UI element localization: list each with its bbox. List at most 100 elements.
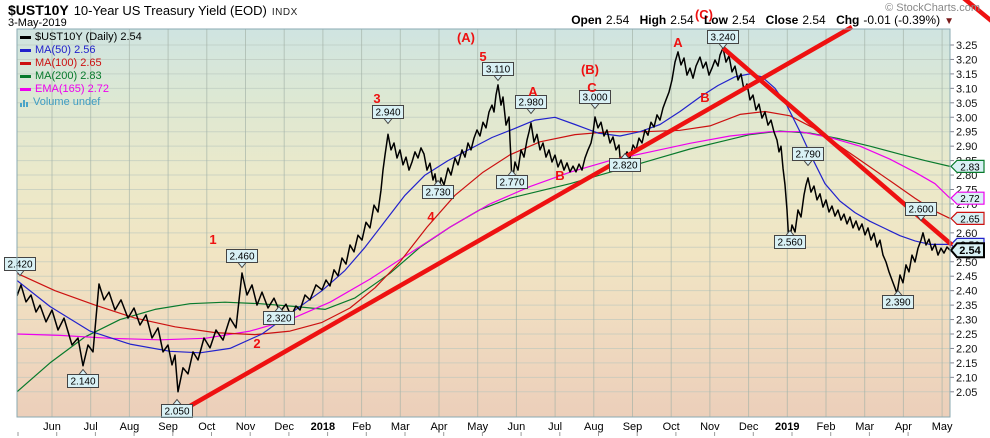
- legend-dash-icon: [20, 88, 31, 91]
- axis-marker-value: 2.65: [960, 214, 980, 225]
- y-tick-label: 2.10: [956, 372, 977, 384]
- page-title: 10-Year US Treasury Yield (EOD): [73, 3, 267, 18]
- series-line--ust10y-daily-: [17, 47, 950, 393]
- y-tick-label: 3.00: [956, 112, 977, 124]
- chart-header: $UST10Y 10-Year US Treasury Yield (EOD) IN…: [8, 2, 298, 20]
- y-tick-label: 2.50: [956, 257, 977, 269]
- svg-text:2.820: 2.820: [612, 161, 637, 172]
- y-tick-label: 2.40: [956, 286, 977, 298]
- open-value: 2.54: [605, 13, 630, 27]
- chevron-down-icon[interactable]: ▼: [944, 16, 954, 27]
- x-tick-label: 2018: [311, 421, 335, 433]
- x-tick-label: Aug: [120, 421, 140, 433]
- callout-2.050: 2.050: [161, 398, 193, 418]
- callout-2.460: 2.460: [226, 249, 258, 269]
- axis-marker-box: [950, 211, 985, 225]
- legend-dash-icon: [20, 36, 31, 39]
- svg-text:3.110: 3.110: [486, 65, 511, 76]
- svg-text:2.320: 2.320: [266, 314, 291, 325]
- svg-text:2.980: 2.980: [518, 98, 543, 109]
- svg-text:2.050: 2.050: [164, 407, 189, 418]
- axis-marker-value: 2.54: [959, 245, 981, 257]
- svg-text:2.140: 2.140: [70, 377, 95, 388]
- x-tick-label: Aug: [584, 421, 604, 433]
- callout-2.730: 2.730: [422, 179, 454, 199]
- y-tick-label: 2.30: [956, 315, 977, 327]
- x-tick-label: Jul: [84, 421, 98, 433]
- y-tick-label: 2.60: [956, 228, 977, 240]
- close-label: Close: [765, 13, 799, 27]
- wave-label-4: 4: [427, 209, 435, 224]
- plot-background: [17, 29, 950, 417]
- x-tick-label: Dec: [739, 421, 759, 433]
- wave-label-1: 1: [209, 232, 216, 247]
- low-label: Low: [703, 13, 728, 27]
- callout-2.770: 2.770: [496, 169, 528, 189]
- legend-dash-icon: [20, 75, 31, 78]
- svg-text:2.390: 2.390: [885, 298, 910, 309]
- axis-marker-box: [949, 242, 985, 259]
- callout-2.420: 2.420: [4, 257, 36, 277]
- svg-text:2.730: 2.730: [425, 188, 450, 199]
- legend-item-volume: Volume undef: [20, 96, 142, 109]
- wave-label-A: (A): [457, 30, 475, 45]
- legend-label: MA(200) 2.83: [35, 70, 102, 82]
- svg-text:2.940: 2.940: [375, 108, 400, 119]
- legend-item-ma100: MA(100) 2.65: [20, 57, 142, 70]
- chg-label: Chg: [836, 13, 860, 27]
- callout-2.820: 2.820: [609, 152, 641, 172]
- svg-text:2.790: 2.790: [795, 150, 820, 161]
- x-tick-label: Sep: [158, 421, 178, 433]
- y-tick-label: 2.80: [956, 170, 977, 182]
- wave-label-B: B: [700, 90, 709, 105]
- volume-bars-icon: [20, 98, 29, 107]
- y-tick-label: 2.35: [956, 300, 977, 312]
- y-tick-label: 2.45: [956, 271, 977, 283]
- axis-marker-box: [950, 159, 985, 173]
- y-tick-label: 3.15: [956, 69, 977, 81]
- low-value: 2.54: [731, 13, 756, 27]
- plot-border: [16, 28, 951, 418]
- x-tick-label: Mar: [391, 421, 410, 433]
- open-label: Open: [571, 13, 602, 27]
- price-callouts: 2.420 2.140 2.050 2.460 2.320 2.940 2.730 3.110…: [4, 30, 937, 418]
- svg-text:2.560: 2.560: [777, 238, 802, 249]
- y-tick-label: 2.15: [956, 358, 977, 370]
- wave-label-A: A: [528, 84, 538, 99]
- y-tick-label: 2.05: [956, 387, 977, 399]
- x-tick-label: Apr: [430, 421, 447, 433]
- x-tick-label: Oct: [198, 421, 215, 433]
- legend-dash-icon: [20, 62, 31, 65]
- svg-text:2.460: 2.460: [229, 252, 254, 263]
- x-tick-label: Feb: [817, 421, 836, 433]
- legend-dash-icon: [20, 49, 31, 52]
- wave-label-2: 2: [253, 336, 260, 351]
- x-tick-label: Dec: [274, 421, 294, 433]
- exchange-label: INDX: [271, 7, 298, 18]
- x-tick-label: Feb: [352, 421, 371, 433]
- high-value: 2.54: [670, 13, 694, 27]
- x-tick-label: Sep: [623, 421, 643, 433]
- y-tick-label: 3.10: [956, 83, 977, 95]
- x-tick-label: Jul: [548, 421, 562, 433]
- legend-item-ema165: EMA(165) 2.72: [20, 83, 142, 96]
- series-line-ma-50-: [17, 73, 950, 354]
- series-line-ema-165-: [17, 131, 950, 341]
- x-tick-label: Nov: [236, 421, 256, 433]
- callout-2.940: 2.940: [372, 105, 404, 125]
- svg-text:3.000: 3.000: [582, 93, 607, 104]
- legend-label: Volume undef: [33, 96, 101, 108]
- axis-marker-value: 2.72: [960, 194, 980, 205]
- svg-text:2.600: 2.600: [908, 205, 933, 216]
- high-label: High: [639, 13, 667, 27]
- legend-label: $UST10Y (Daily) 2.54: [35, 31, 142, 43]
- corner-trendline: [962, 0, 990, 23]
- axis-marker-value: 2.83: [960, 162, 980, 173]
- wave-label-B: B: [555, 168, 564, 183]
- x-tick-label: Mar: [855, 421, 874, 433]
- wave-labels: 1 2 3 4 5 (A) A (B) C B A B (C): [209, 7, 713, 351]
- y-tick-label: 2.25: [956, 329, 977, 341]
- svg-text:3.240: 3.240: [710, 33, 735, 44]
